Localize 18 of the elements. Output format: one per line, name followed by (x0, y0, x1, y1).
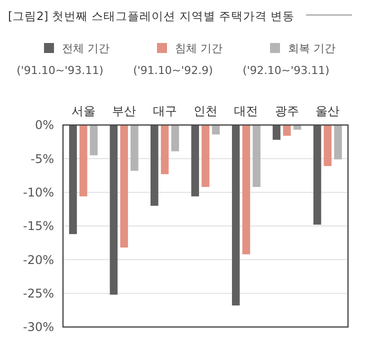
x-tick-label: 대전 (234, 104, 258, 118)
legend-label: 회복 기간 ('92.10~'93.11) (242, 42, 336, 77)
y-tick-label: -5% (30, 152, 54, 166)
chart-title: [그림2] 첫번째 스태그플레이션 지역별 주택가격 변동 (8, 9, 295, 23)
y-tick-label: -25% (22, 286, 54, 301)
y-tick-label: -15% (22, 219, 54, 234)
x-tick-label: 부산 (112, 104, 136, 118)
x-tick-label: 대구 (152, 104, 177, 118)
x-tick-label: 인천 (194, 104, 218, 118)
y-tick-label: -20% (22, 252, 54, 267)
x-tick-label: 울산 (316, 104, 340, 118)
legend-label: 침체 기간 ('91.10~'92.9) (133, 42, 222, 77)
x-tick-label: 광주 (274, 104, 299, 118)
y-tick-label: -30% (22, 320, 54, 334)
x-tick-label: 서울 (71, 104, 96, 118)
y-tick-label: -10% (22, 186, 54, 200)
y-tick-label: 0% (34, 118, 54, 132)
legend-label: 전체 기간 ('91.10~'93.11) (16, 42, 110, 77)
